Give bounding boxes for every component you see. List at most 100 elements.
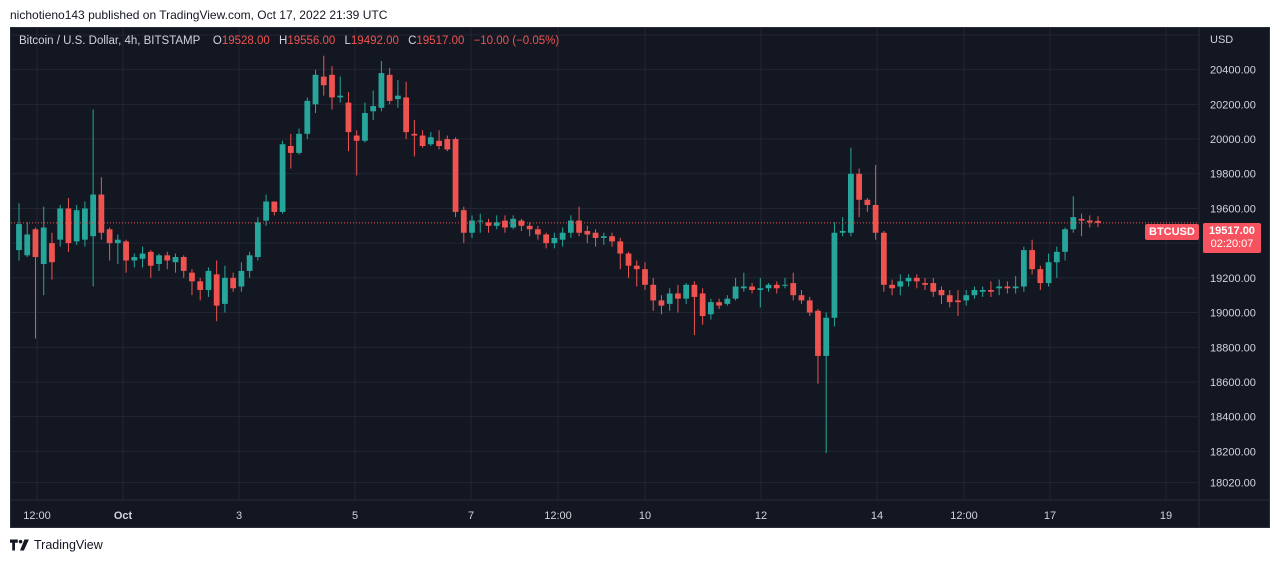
candle-body <box>238 270 245 287</box>
candle-body <box>617 241 624 254</box>
candle-body <box>287 145 294 153</box>
candle-body <box>699 293 706 317</box>
candle-body <box>765 284 772 289</box>
candle-body <box>757 288 764 290</box>
legend-symbol: Bitcoin / U.S. Dollar, 4h, BITSTAMP <box>19 35 201 47</box>
candle-body <box>40 227 47 264</box>
candle-body <box>444 139 451 150</box>
x-tick-label: 12:00 <box>23 510 51 522</box>
candle-body <box>658 300 665 306</box>
candle-body <box>864 199 871 205</box>
symbol-price-tag: BTCUSD <box>1145 224 1199 240</box>
candle-body <box>197 281 204 290</box>
candle-body <box>469 220 475 233</box>
candle-body <box>782 284 788 286</box>
tradingview-brand[interactable]: TradingView <box>10 538 103 552</box>
candle-body <box>114 239 121 244</box>
candle-body <box>996 286 1003 289</box>
candle-body <box>707 302 714 315</box>
candle-body <box>49 243 55 263</box>
candle-body <box>1037 269 1044 284</box>
legend-low-label: L <box>344 35 351 47</box>
legend-high-label: H <box>279 35 288 47</box>
candle-body <box>551 237 558 244</box>
candle-body <box>131 257 138 261</box>
candlestick-plot[interactable]: 18020.00 18200.00 18400.00 18600.00 18800.00… <box>11 28 1269 527</box>
candle-body <box>205 270 212 290</box>
candle-body <box>65 208 72 244</box>
candle-body <box>222 277 228 304</box>
candle-body <box>98 194 105 233</box>
candle-body <box>395 95 401 100</box>
y-tick-label: 18800.00 <box>1210 342 1256 354</box>
candle-body <box>1062 229 1068 252</box>
candle-body <box>625 253 632 266</box>
legend-change: −10.00 (−0.05%) <box>473 35 560 47</box>
chart-frame[interactable]: 18020.00 18200.00 18400.00 18600.00 18800.00… <box>10 27 1270 528</box>
x-tick-label: 7 <box>468 510 474 522</box>
x-tick-label: 10 <box>639 510 651 522</box>
candle-body <box>1004 286 1011 289</box>
legend-open-label: O <box>212 35 222 47</box>
legend-low: 19492.00 <box>350 35 399 47</box>
y-tick-label: 18200.00 <box>1210 446 1256 458</box>
candle-body <box>362 113 368 141</box>
candle-body <box>230 277 237 289</box>
y-tick-label: 20400.00 <box>1210 65 1256 77</box>
brand-label: TradingView <box>34 538 103 552</box>
candle-body <box>337 95 344 98</box>
candle-body <box>675 293 681 299</box>
candle-body <box>535 229 541 235</box>
candle-body <box>773 284 780 289</box>
candle-body <box>172 257 179 263</box>
candle-body <box>1045 262 1052 284</box>
candle-body <box>691 284 698 297</box>
candle-body <box>493 222 500 226</box>
x-tick-label: 3 <box>236 510 242 522</box>
x-tick-label: 19 <box>1160 510 1172 522</box>
candle-body <box>576 220 582 233</box>
bar-countdown: 02:20:07 <box>1210 238 1254 250</box>
candle-body <box>156 255 162 264</box>
candle-body <box>164 255 171 261</box>
candle-body <box>180 257 187 271</box>
candle-body <box>246 255 253 271</box>
x-tick-label: 12:00 <box>950 510 978 522</box>
candle-body <box>897 281 904 287</box>
candle-body <box>740 286 747 289</box>
y-tick-label: 18020.00 <box>1210 478 1256 490</box>
candle-body <box>889 284 895 289</box>
candle-body <box>732 286 739 299</box>
candle-body <box>716 302 722 306</box>
candle-body <box>971 289 978 296</box>
candle-body <box>189 272 195 282</box>
candle-body <box>872 204 879 233</box>
candle-body <box>485 222 492 226</box>
candle-body <box>946 295 953 303</box>
candle-body <box>584 231 591 235</box>
y-tick-label: 20000.00 <box>1210 134 1256 146</box>
candle-body <box>683 284 690 299</box>
legend-high: 19556.00 <box>287 35 336 47</box>
publish-line: nichotieno143 published on TradingView.c… <box>10 8 388 22</box>
candle-body <box>567 220 574 233</box>
last-price-value: 19517.00 <box>1209 225 1255 237</box>
candle-body <box>749 286 755 290</box>
candle-body <box>139 253 146 259</box>
candle-body <box>592 232 599 238</box>
candle-body <box>823 317 830 356</box>
candle-body <box>930 283 937 292</box>
candle-body <box>798 295 805 301</box>
legend-close: 19517.00 <box>416 35 465 47</box>
candle-body <box>403 97 410 133</box>
candle-body <box>386 74 393 101</box>
candle-body <box>106 229 113 244</box>
candle-body <box>296 133 302 153</box>
candle-body <box>419 135 426 146</box>
last-price-box: 19517.00 02:20:07 <box>1203 223 1261 253</box>
candle-body <box>790 283 797 296</box>
candle-body <box>1020 250 1027 287</box>
candle-body <box>82 208 88 240</box>
y-tick-label: 20200.00 <box>1210 99 1256 111</box>
x-tick-label: Oct <box>114 510 133 522</box>
